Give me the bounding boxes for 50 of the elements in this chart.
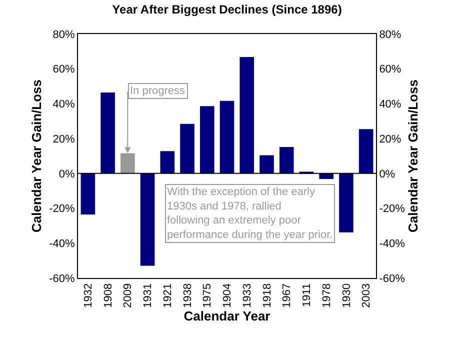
y2-tick-label: 0%	[379, 168, 396, 180]
bar	[200, 106, 214, 174]
bar	[260, 155, 274, 174]
y-tick-label: 0%	[58, 168, 76, 180]
bar	[339, 173, 354, 232]
y-tick-label: -60%	[49, 272, 76, 285]
x-tick-label: 1918	[261, 283, 274, 308]
x-tick-label: 2009	[122, 283, 134, 308]
bar	[240, 57, 254, 174]
x-tick-label: 1932	[82, 283, 95, 308]
y-axis-title: Calendar Year Gain/Loss	[29, 80, 44, 232]
x-tick-label: 1931	[142, 283, 154, 308]
bar	[140, 173, 155, 266]
x-tick-label: 1908	[102, 283, 114, 308]
annotation: With the exception of the early 1930s and 1978, rallied following an extremely poor performance during the year prior.	[167, 186, 333, 241]
y2-tick-label: 40%	[379, 98, 402, 111]
y2-tick-label: 20%	[379, 133, 402, 146]
bar	[160, 151, 175, 174]
x-tick-label: 1967	[281, 283, 294, 308]
y2-tick-label: -60%	[379, 272, 406, 285]
y-tick-label: 40%	[52, 98, 76, 111]
x-tick-label: 1911	[301, 283, 314, 308]
bar	[279, 146, 294, 174]
y2-axis-title: Calendar Year Gain/Loss	[406, 80, 421, 232]
y2-tick-label: -40%	[379, 238, 406, 250]
bar	[220, 100, 234, 174]
y-tick-label: 20%	[52, 133, 76, 146]
x-tick-label: 1930	[340, 283, 353, 308]
y-tick-label: 80%	[52, 28, 76, 41]
x-axis-title: Calendar Year	[184, 308, 270, 324]
x-tick-label: 2003	[360, 283, 373, 308]
bar	[180, 124, 194, 174]
bar	[80, 173, 96, 215]
y2-tick-label: 80%	[379, 28, 402, 41]
x-tick-label: 1938	[182, 283, 194, 308]
y2-tick-label: -20%	[379, 203, 406, 216]
bar	[100, 92, 115, 174]
bar	[358, 129, 374, 174]
annotation: In progress	[130, 85, 186, 97]
x-tick-label: 1975	[202, 283, 214, 308]
bar	[319, 173, 334, 180]
x-tick-label: 1978	[320, 283, 333, 308]
x-tick-label: 1933	[241, 283, 254, 308]
y2-tick-label: 60%	[379, 64, 402, 76]
x-tick-label: 1904	[222, 283, 234, 308]
y-tick-label: -20%	[49, 203, 76, 216]
y-tick-label: -40%	[49, 238, 76, 250]
y-tick-label: 60%	[52, 64, 76, 76]
chart-title: Year After Biggest Declines (Since 1896)	[112, 2, 342, 16]
x-tick-label: 1921	[162, 283, 174, 308]
